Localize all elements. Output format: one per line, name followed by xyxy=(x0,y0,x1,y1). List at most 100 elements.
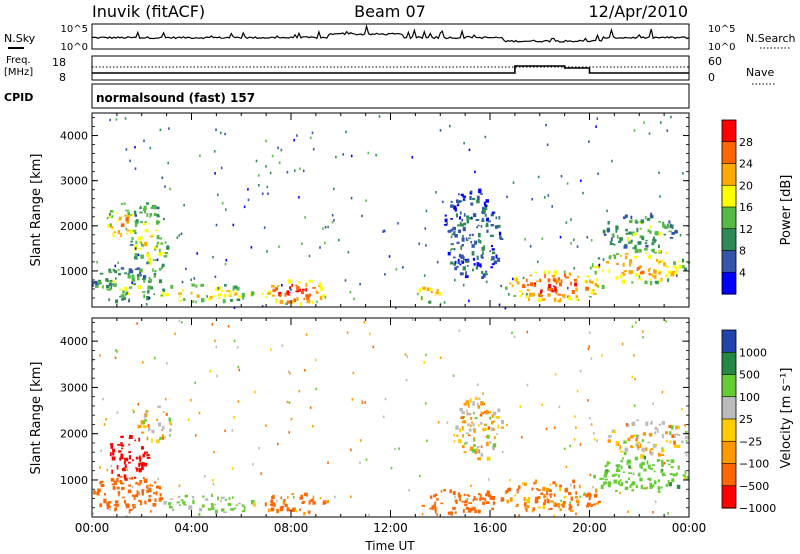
heatmap-cell xyxy=(303,369,306,372)
heatmap-cell xyxy=(500,497,505,502)
heatmap-cell xyxy=(435,493,438,496)
heatmap-cell xyxy=(417,292,419,296)
heatmap-cell xyxy=(639,463,643,468)
heatmap-cell xyxy=(117,474,121,477)
heatmap-cell xyxy=(439,302,442,306)
heatmap-cell xyxy=(116,350,118,353)
heatmap-cell xyxy=(272,502,275,506)
heatmap-cell xyxy=(214,503,217,506)
heatmap-cell xyxy=(92,512,94,515)
heatmap-cell xyxy=(224,498,227,501)
heatmap-cell xyxy=(470,202,474,206)
heatmap-cell xyxy=(102,285,104,289)
heatmap-cell xyxy=(95,284,99,288)
heatmap-cell xyxy=(287,496,289,499)
heatmap-cell xyxy=(139,268,142,273)
heatmap-cell xyxy=(580,179,582,182)
heatmap-cell xyxy=(224,429,226,433)
heatmap-cell xyxy=(597,500,601,503)
heatmap-cell xyxy=(211,493,213,497)
heatmap-cell xyxy=(129,508,133,511)
heatmap-cell xyxy=(130,214,132,216)
heatmap-cell xyxy=(119,457,122,461)
heatmap-cell xyxy=(524,506,527,510)
heatmap-cell xyxy=(481,276,484,279)
heatmap-cell xyxy=(439,129,442,132)
heatmap-cell xyxy=(654,480,657,485)
heatmap-cell xyxy=(148,487,152,493)
heatmap-cell xyxy=(161,293,165,297)
heatmap-cell xyxy=(151,233,153,237)
heatmap-cell xyxy=(473,438,476,441)
heatmap-cell xyxy=(382,230,384,233)
heatmap-cell xyxy=(465,432,470,435)
heatmap-cell xyxy=(472,506,476,511)
heatmap-cell xyxy=(442,200,444,204)
heatmap-cell xyxy=(497,224,501,228)
heatmap-cell xyxy=(209,370,212,373)
heatmap-cell xyxy=(138,499,142,502)
heatmap-cell xyxy=(483,245,485,249)
heatmap-cell xyxy=(611,429,616,434)
heatmap-cell xyxy=(676,484,681,489)
heatmap-cell xyxy=(139,271,141,274)
heatmap-cell xyxy=(635,221,639,224)
heatmap-cell xyxy=(123,474,127,478)
colorbar-swatch xyxy=(722,141,736,165)
heatmap-cell xyxy=(648,272,651,276)
heatmap-cell xyxy=(135,240,138,245)
heatmap-cell xyxy=(546,499,550,504)
heatmap-cell xyxy=(631,239,633,243)
heatmap-cell xyxy=(663,233,667,236)
heatmap-cell xyxy=(460,260,463,263)
heatmap-cell xyxy=(118,450,122,453)
heatmap-cell xyxy=(450,243,454,246)
heatmap-cell xyxy=(625,480,629,484)
heatmap-cell xyxy=(92,283,94,287)
heatmap-cell xyxy=(128,455,131,460)
heatmap-cell xyxy=(146,410,149,413)
heatmap-cell xyxy=(220,166,223,170)
heatmap-cell xyxy=(151,438,153,443)
heatmap-cell xyxy=(575,426,577,429)
heatmap-cell xyxy=(267,192,269,195)
heatmap-cell xyxy=(650,249,655,252)
heatmap-cell xyxy=(447,511,452,515)
heatmap-cell xyxy=(484,205,488,211)
heatmap-cell xyxy=(607,221,610,225)
heatmap-cell xyxy=(141,431,145,434)
heatmap-cell xyxy=(335,155,337,159)
heatmap-cell xyxy=(194,381,196,385)
heatmap-cell xyxy=(531,292,535,297)
heatmap-cell xyxy=(233,290,235,294)
heatmap-cell xyxy=(466,498,469,501)
colorbar-swatch xyxy=(722,272,736,295)
heatmap-cell xyxy=(474,240,478,245)
heatmap-cell xyxy=(115,299,119,304)
heatmap-cell xyxy=(449,249,452,252)
heatmap-cell xyxy=(493,428,495,431)
heatmap-cell xyxy=(549,507,553,510)
heatmap-cell xyxy=(135,482,139,485)
heatmap-cell xyxy=(558,299,562,302)
heatmap-cell xyxy=(478,509,481,514)
heatmap-cell xyxy=(594,285,597,288)
heatmap-cell xyxy=(625,228,628,232)
heatmap-cell xyxy=(489,250,491,252)
heatmap-cell xyxy=(616,464,621,467)
heatmap-cell xyxy=(242,296,245,300)
heatmap-cell xyxy=(608,268,611,274)
heatmap-cell xyxy=(482,501,486,505)
heatmap-cell xyxy=(156,418,159,422)
x-axis-label: Time UT xyxy=(364,539,415,553)
heatmap-cell xyxy=(497,408,501,413)
heatmap-cell xyxy=(308,254,311,258)
heatmap-cell xyxy=(346,331,349,334)
heatmap-cell xyxy=(138,437,140,442)
heatmap-cell xyxy=(312,287,316,289)
heatmap-cell xyxy=(108,298,111,301)
heatmap-cell xyxy=(607,461,611,464)
heatmap-cell xyxy=(252,291,255,295)
heatmap-cell xyxy=(178,292,182,295)
